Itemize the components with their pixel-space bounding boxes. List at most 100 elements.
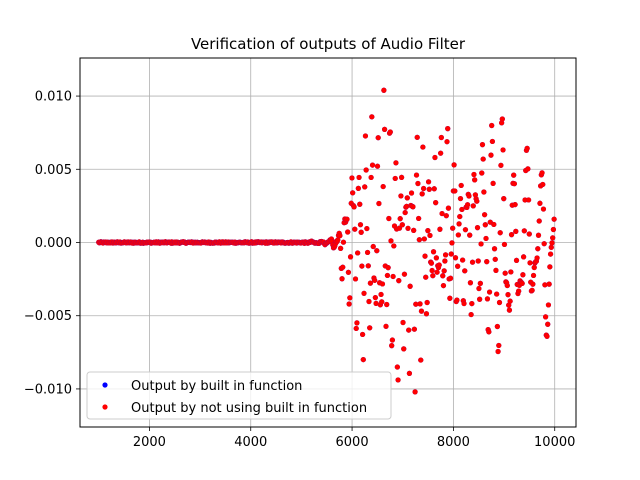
point-manual — [431, 186, 437, 192]
point-manual — [363, 167, 369, 173]
point-manual — [388, 238, 394, 244]
point-manual — [444, 139, 450, 145]
point-manual — [345, 229, 351, 235]
point-manual — [479, 170, 485, 176]
point-manual — [421, 236, 427, 242]
point-manual — [413, 172, 420, 178]
point-manual — [357, 222, 364, 228]
point-manual — [368, 174, 374, 181]
point-manual — [452, 255, 459, 261]
point-manual — [381, 126, 388, 132]
x-tick-label: 4000 — [234, 435, 267, 450]
point-manual — [505, 292, 511, 298]
point-manual — [525, 166, 531, 172]
point-manual — [450, 225, 456, 231]
point-manual — [378, 291, 384, 298]
point-manual — [438, 134, 444, 141]
point-manual — [489, 122, 495, 129]
point-manual — [384, 272, 391, 279]
point-manual — [501, 241, 508, 248]
point-manual — [372, 294, 378, 301]
point-manual — [475, 258, 481, 264]
point-manual — [535, 246, 541, 252]
point-manual — [541, 241, 547, 247]
point-manual — [447, 295, 453, 301]
point-manual — [347, 295, 353, 301]
point-manual — [500, 147, 506, 153]
point-manual — [460, 257, 466, 263]
point-manual — [355, 250, 361, 256]
point-manual — [506, 307, 513, 313]
point-manual — [439, 210, 445, 217]
point-manual — [437, 226, 443, 232]
point-manual — [441, 268, 447, 274]
point-manual — [527, 260, 533, 266]
x-tick-label: 6000 — [336, 435, 369, 450]
point-manual — [399, 174, 405, 181]
point-manual — [381, 87, 387, 93]
legend-marker-manual — [102, 404, 108, 410]
point-manual — [551, 216, 557, 222]
point-manual — [366, 298, 372, 305]
point-manual — [493, 267, 499, 273]
point-manual — [362, 133, 369, 139]
chart-title: Verification of outputs of Audio Filter — [191, 35, 466, 53]
point-manual — [537, 200, 543, 206]
point-manual — [494, 291, 500, 297]
point-manual — [455, 232, 461, 238]
point-manual — [484, 259, 490, 265]
point-manual — [389, 337, 395, 343]
point-manual — [383, 323, 389, 329]
point-manual — [430, 273, 436, 279]
point-manual — [534, 255, 540, 261]
point-manual — [337, 233, 343, 239]
point-manual — [358, 229, 364, 235]
point-manual — [547, 264, 553, 270]
point-manual — [424, 299, 430, 306]
point-manual — [484, 296, 491, 302]
point-manual — [360, 356, 366, 363]
point-manual — [414, 134, 420, 140]
point-manual — [429, 267, 435, 274]
point-manual — [464, 202, 471, 208]
point-manual — [545, 321, 551, 327]
point-manual — [544, 333, 550, 339]
point-manual — [346, 301, 352, 307]
legend-label-builtin: Output by built in function — [131, 379, 302, 394]
point-manual — [375, 135, 381, 141]
point-manual — [497, 230, 503, 236]
point-manual — [462, 268, 468, 274]
point-manual — [360, 331, 366, 338]
point-manual — [521, 254, 527, 260]
scatter-points — [96, 87, 557, 395]
point-manual — [427, 232, 433, 239]
point-manual — [477, 280, 483, 286]
point-manual — [526, 231, 532, 237]
grid-lines — [80, 58, 576, 427]
point-manual — [393, 160, 399, 166]
point-manual — [499, 116, 505, 122]
legend-box — [86, 371, 392, 420]
point-manual — [436, 262, 442, 268]
point-manual — [404, 195, 410, 201]
point-manual — [384, 301, 390, 308]
point-manual — [416, 215, 422, 222]
point-manual — [474, 225, 481, 231]
point-manual — [495, 348, 501, 355]
point-manual — [502, 270, 508, 276]
point-manual — [452, 188, 458, 194]
point-manual — [420, 144, 426, 150]
point-manual — [403, 203, 410, 209]
point-manual — [387, 129, 393, 135]
point-manual — [379, 281, 386, 287]
point-manual — [508, 269, 514, 275]
point-manual — [520, 272, 526, 278]
point-manual — [402, 209, 408, 216]
point-manual — [344, 216, 350, 222]
point-manual — [419, 191, 425, 197]
point-manual — [513, 228, 519, 234]
point-manual — [540, 206, 547, 212]
x-axis-ticks: 2000 4000 6000 8000 10000 — [133, 427, 575, 450]
point-manual — [443, 213, 449, 219]
point-manual — [380, 183, 386, 190]
